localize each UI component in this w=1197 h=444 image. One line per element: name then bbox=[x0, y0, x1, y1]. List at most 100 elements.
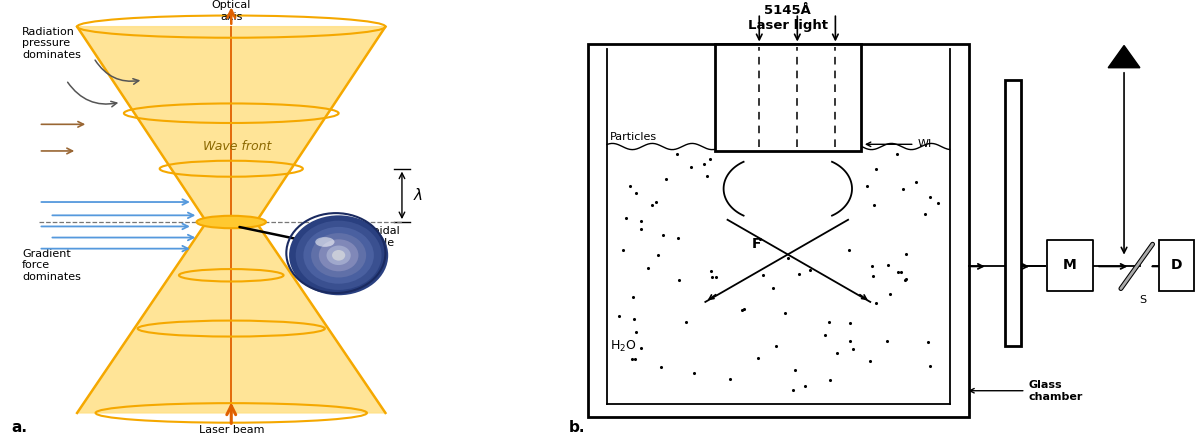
Point bbox=[646, 198, 666, 206]
Point bbox=[631, 345, 650, 352]
Circle shape bbox=[311, 233, 366, 278]
Point bbox=[676, 318, 695, 325]
Text: WI: WI bbox=[918, 139, 932, 149]
Point bbox=[920, 362, 940, 369]
Point bbox=[625, 315, 644, 322]
Point bbox=[877, 337, 897, 345]
Point bbox=[897, 250, 916, 258]
Point bbox=[685, 370, 704, 377]
Point bbox=[863, 272, 882, 279]
Circle shape bbox=[296, 221, 382, 290]
Circle shape bbox=[290, 215, 388, 295]
Point bbox=[613, 247, 632, 254]
Bar bbox=[1159, 240, 1193, 291]
Point bbox=[701, 268, 721, 275]
Text: S: S bbox=[1140, 295, 1147, 305]
Point bbox=[764, 285, 783, 292]
Bar bbox=[1005, 80, 1021, 346]
Point bbox=[863, 262, 882, 270]
Text: $\lambda$: $\lambda$ bbox=[413, 187, 423, 203]
Point bbox=[639, 264, 658, 271]
Point bbox=[622, 355, 642, 362]
Point bbox=[654, 232, 673, 239]
Point bbox=[840, 247, 859, 254]
Text: H$_2$O: H$_2$O bbox=[610, 339, 637, 354]
Point bbox=[626, 189, 645, 196]
Point bbox=[861, 357, 880, 364]
Point bbox=[667, 151, 686, 158]
Point bbox=[929, 199, 948, 206]
Point bbox=[918, 338, 937, 345]
Point bbox=[694, 161, 713, 168]
Point bbox=[827, 349, 846, 356]
Point bbox=[906, 178, 925, 186]
Point bbox=[624, 293, 643, 301]
Circle shape bbox=[332, 250, 345, 261]
Point bbox=[864, 202, 883, 209]
Point bbox=[701, 274, 721, 281]
Point bbox=[785, 366, 804, 373]
Point bbox=[700, 156, 719, 163]
Point bbox=[879, 262, 898, 269]
Point bbox=[626, 329, 645, 336]
Point bbox=[621, 182, 640, 190]
Text: 5145Å
Laser light: 5145Å Laser light bbox=[748, 4, 828, 32]
Point bbox=[815, 331, 834, 338]
Point bbox=[789, 270, 808, 278]
Text: a.: a. bbox=[11, 420, 28, 435]
Text: b.: b. bbox=[569, 420, 585, 435]
Point bbox=[880, 290, 899, 297]
Ellipse shape bbox=[315, 237, 334, 247]
Point bbox=[651, 364, 670, 371]
Point bbox=[766, 343, 785, 350]
Point bbox=[753, 271, 772, 278]
Point bbox=[893, 186, 912, 193]
Point bbox=[916, 211, 935, 218]
Point bbox=[920, 194, 940, 201]
Point bbox=[656, 175, 675, 182]
Point bbox=[609, 312, 628, 319]
Point bbox=[669, 234, 688, 242]
Point bbox=[751, 236, 770, 243]
Point bbox=[779, 254, 798, 262]
Point bbox=[895, 277, 915, 284]
Point bbox=[669, 276, 688, 283]
Circle shape bbox=[318, 239, 358, 271]
Point bbox=[626, 355, 645, 362]
Bar bbox=[1046, 240, 1093, 291]
Point bbox=[857, 182, 876, 190]
Point bbox=[844, 345, 863, 352]
Point bbox=[819, 319, 838, 326]
Bar bbox=[715, 44, 861, 151]
Point bbox=[801, 266, 820, 274]
Point bbox=[616, 214, 636, 221]
Text: F: F bbox=[752, 237, 761, 251]
Point bbox=[697, 173, 716, 180]
Point bbox=[643, 202, 662, 209]
Point bbox=[706, 274, 725, 281]
Point bbox=[840, 337, 859, 345]
Point bbox=[867, 165, 886, 172]
Point bbox=[776, 310, 795, 317]
Point bbox=[748, 354, 767, 361]
Text: Glass
chamber: Glass chamber bbox=[1029, 380, 1083, 401]
Point bbox=[631, 225, 650, 232]
Circle shape bbox=[327, 246, 351, 265]
Circle shape bbox=[303, 227, 373, 284]
Text: Wave front: Wave front bbox=[202, 140, 271, 153]
Ellipse shape bbox=[196, 216, 266, 228]
Point bbox=[631, 218, 650, 225]
Polygon shape bbox=[77, 27, 385, 222]
Point bbox=[887, 151, 906, 158]
Point bbox=[795, 382, 814, 389]
Point bbox=[897, 275, 916, 282]
Text: Particles: Particles bbox=[610, 132, 657, 142]
Polygon shape bbox=[1108, 46, 1140, 67]
Text: Radiation
pressure
dominates: Radiation pressure dominates bbox=[22, 27, 81, 60]
Point bbox=[682, 163, 701, 170]
Text: Colloidal
particle: Colloidal particle bbox=[352, 226, 400, 248]
Polygon shape bbox=[724, 162, 852, 216]
Point bbox=[733, 306, 752, 313]
Point bbox=[648, 251, 667, 258]
Point bbox=[889, 268, 909, 275]
